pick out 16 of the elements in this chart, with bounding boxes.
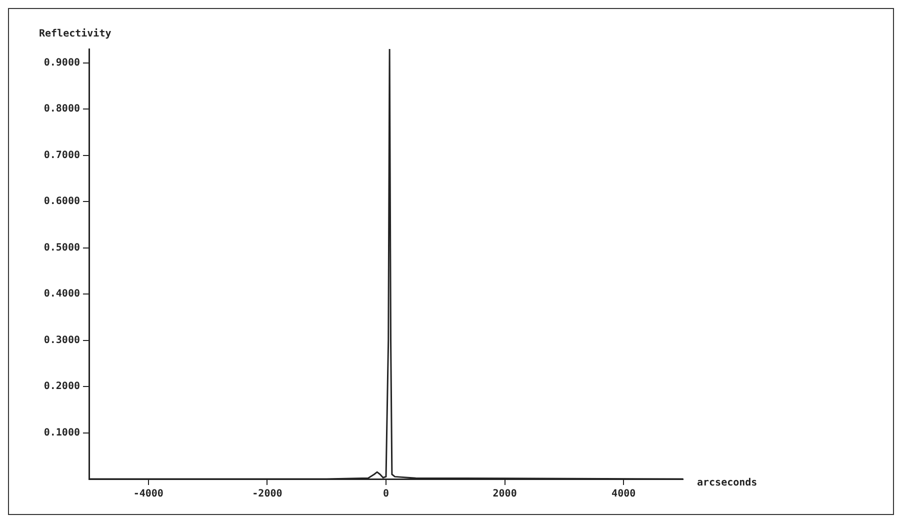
x-tick-label: -4000 [133,488,164,500]
x-axis-title: arcseconds [697,478,758,489]
y-tick-label: 0.6000 [44,196,80,208]
y-axis-title: Reflectivity [39,28,112,40]
x-tick-label: 0 [382,488,390,500]
y-tick-label: 0.4000 [44,288,80,300]
x-tick-label: 2000 [492,488,517,500]
y-tick-label: 0.2000 [44,381,80,392]
y-tick-label: 0.7000 [44,150,80,161]
y-tick-label: 0.5000 [44,242,80,254]
y-tick-label: 0.1000 [44,427,80,438]
y-tick-label: 0.3000 [44,334,80,346]
x-tick-label: -2000 [252,488,282,500]
y-tick-label: 0.9000 [44,57,80,68]
x-tick-label: 4000 [612,488,636,500]
y-tick-label: 0.8000 [44,104,80,115]
